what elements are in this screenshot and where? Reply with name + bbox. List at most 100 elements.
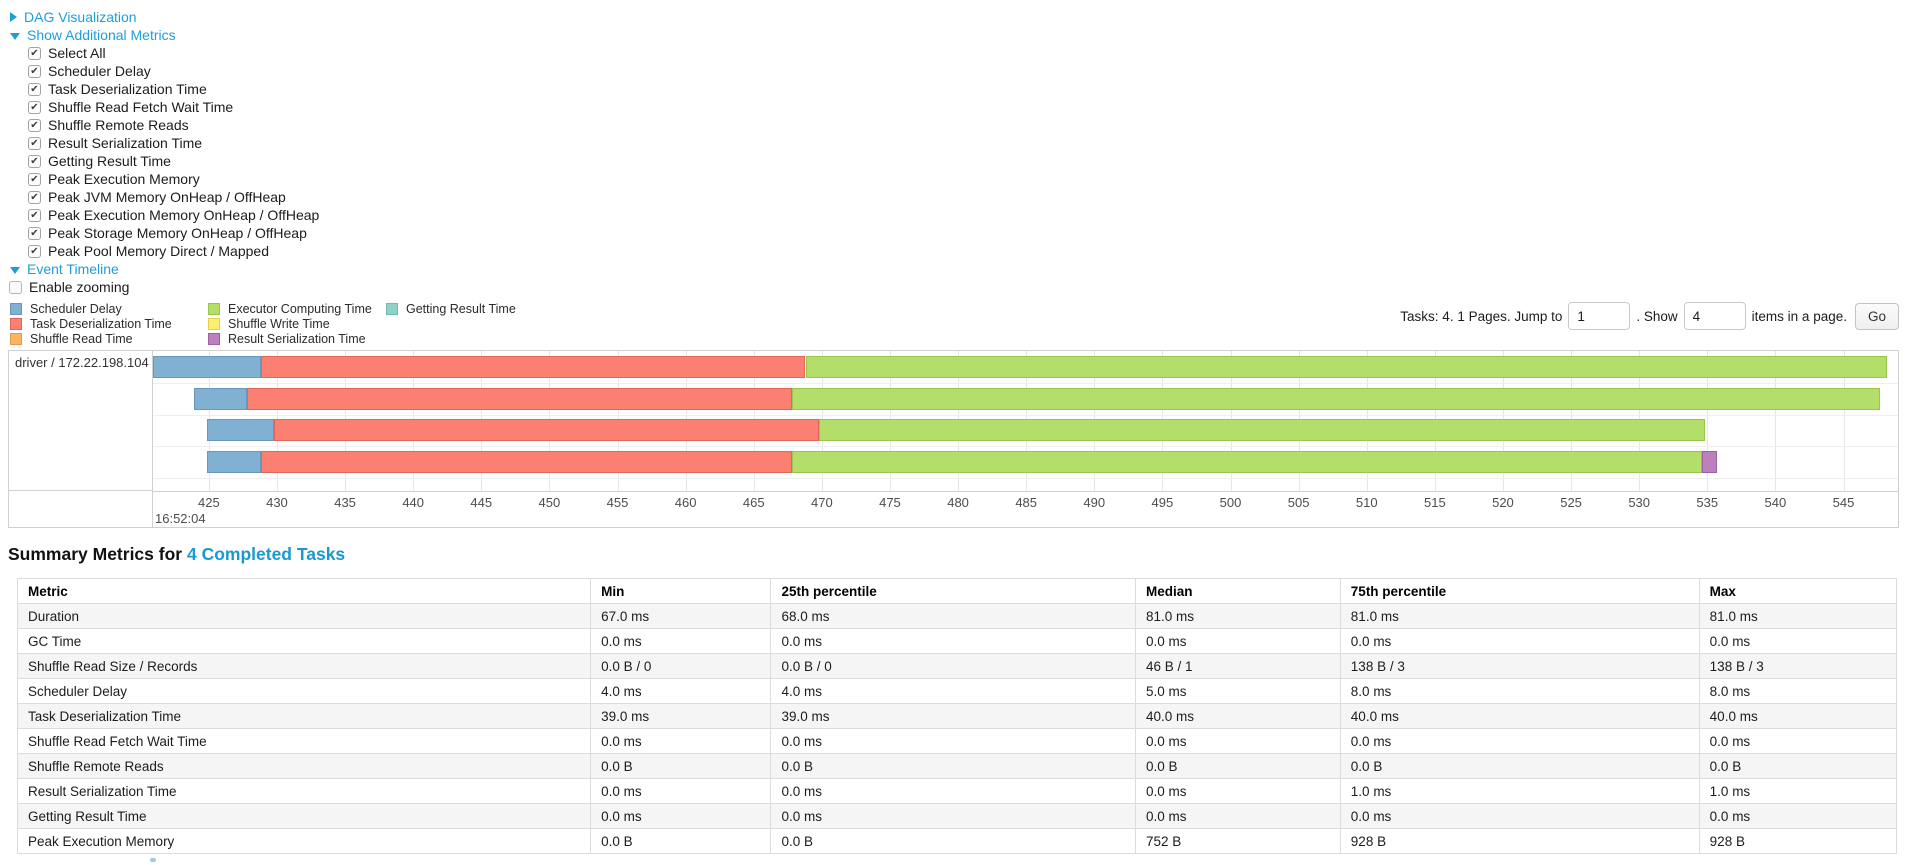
table-row-getting-result-time: Getting Result Time 0.0 ms 0.0 ms 0.0 ms 0.0… (16, 803, 1898, 829)
checkbox-peak-execution-memory-onheap-offheap[interactable]: ✔ (28, 208, 41, 222)
metric-name-cell: Shuffle Remote Reads (16, 753, 592, 779)
show-additional-metrics-toggle[interactable]: Show Additional Metrics (0, 26, 1907, 44)
metric-name-cell: Shuffle Read Size / Records (16, 653, 592, 679)
timeline-bar-scheduler_delay[interactable] (207, 419, 275, 441)
axis-tick-label: 425 (197, 495, 220, 510)
timeline-bar-task_deserialization[interactable] (274, 419, 820, 441)
completed-tasks-link[interactable]: 4 Completed Tasks (186, 544, 346, 564)
metric-value-cell: 81.0 ms (1135, 603, 1341, 629)
metric-value-cell: 0.0 B (1339, 753, 1700, 779)
enable-zooming-checkbox[interactable] (9, 280, 22, 294)
row-separator-line (153, 478, 1898, 479)
metric-checkbox-row: ✔ Peak Pool Memory Direct / Mapped (0, 242, 1907, 260)
grid-line (1707, 351, 1709, 491)
axis-tick-label: 510 (1355, 495, 1378, 510)
axis-tick-label: 450 (538, 495, 561, 510)
jump-to-page-input[interactable] (1568, 302, 1631, 330)
metric-value-cell: 39.0 ms (590, 703, 772, 729)
timeline-header: Scheduler Delay Task Deserialization Time… (8, 300, 1899, 350)
metric-name-cell: Result Serialization Time (16, 778, 592, 804)
legend-column: Getting Result Time (386, 302, 516, 347)
metric-value-cell: 0.0 ms (590, 778, 772, 804)
timeline-bar-scheduler_delay[interactable] (207, 451, 261, 473)
axis-tick-label: 445 (470, 495, 493, 510)
table-row-shuffle-read-size-records: Shuffle Read Size / Records 0.0 B / 0 0.0 … (16, 653, 1898, 679)
timeline-bar-task_deserialization[interactable] (260, 356, 806, 378)
metric-checkbox-row: ✔ Peak Execution Memory (0, 170, 1907, 188)
axis-tick-label: 480 (947, 495, 969, 510)
metric-checkbox-row: ✔ Shuffle Remote Reads (0, 116, 1907, 134)
dag-visualization-link[interactable]: DAG Visualization (24, 9, 137, 25)
legend-label: Shuffle Write Time (228, 317, 330, 331)
metric-value-cell: 752 B (1135, 828, 1341, 854)
checkbox-peak-jvm-memory-onheap-offheap[interactable]: ✔ (28, 190, 41, 204)
event-timeline-link[interactable]: Event Timeline (27, 261, 119, 277)
checkbox-select-all[interactable]: ✔ (28, 46, 41, 60)
expanded-arrow-icon (10, 32, 20, 40)
axis-tick-label: 515 (1423, 495, 1446, 510)
axis-tick-label: 490 (1083, 495, 1106, 510)
metric-name-cell: Duration (16, 603, 592, 629)
metric-value-cell: 0.0 B (590, 828, 772, 854)
metric-value-cell: 5.0 ms (1135, 678, 1341, 704)
checkbox-shuffle-remote-reads[interactable]: ✔ (28, 118, 41, 132)
legend-label: Executor Computing Time (228, 302, 372, 316)
timeline-bar-executor_computing[interactable] (819, 419, 1705, 441)
legend-swatch-icon (208, 333, 220, 345)
dag-visualization-toggle[interactable]: DAG Visualization (0, 8, 1907, 26)
enable-zooming-label: Enable zooming (29, 279, 130, 295)
axis-tick-label: 535 (1696, 495, 1719, 510)
column-header-median: Median (1135, 578, 1341, 604)
metric-value-cell: 0.0 ms (1135, 728, 1341, 754)
grid-line (1775, 351, 1777, 491)
checkbox-task-deserialization-time[interactable]: ✔ (28, 82, 41, 96)
checkbox-shuffle-read-fetch-wait-time[interactable]: ✔ (28, 100, 41, 114)
timeline-bar-scheduler_delay[interactable] (153, 356, 261, 378)
checkbox-result-serialization-time[interactable]: ✔ (28, 136, 41, 150)
timeline-bar-executor_computing[interactable] (791, 451, 1702, 473)
metric-value-cell: 0.0 ms (770, 778, 1136, 804)
axis-tick-label: 485 (1015, 495, 1038, 510)
collapsed-arrow-icon (10, 12, 17, 22)
metric-value-cell: 138 B / 3 (1339, 653, 1700, 679)
column-header-25th-percentile: 25th percentile (770, 578, 1136, 604)
metric-value-cell: 0.0 ms (770, 628, 1136, 654)
items-per-page-input[interactable] (1683, 302, 1746, 330)
row-separator-line (153, 383, 1898, 384)
metric-name-cell: Peak Execution Memory (16, 828, 592, 854)
go-button[interactable]: Go (1854, 302, 1899, 330)
timeline-bar-executor_computing[interactable] (791, 388, 1881, 410)
checkbox-peak-pool-memory-direct-mapped[interactable]: ✔ (28, 244, 41, 258)
metric-name-cell: Getting Result Time (16, 803, 592, 829)
checkbox-peak-execution-memory[interactable]: ✔ (28, 172, 41, 186)
metric-value-cell: 0.0 B (590, 753, 772, 779)
axis-separator (9, 490, 152, 491)
event-timeline-toggle[interactable]: Event Timeline (0, 260, 1907, 278)
axis-tick-label: 505 (1287, 495, 1310, 510)
checkbox-getting-result-time[interactable]: ✔ (28, 154, 41, 168)
legend-item-executor-computing-time: Executor Computing Time (208, 302, 386, 316)
metric-value-cell: 0.0 ms (770, 803, 1136, 829)
legend-item-shuffle-read-time: Shuffle Read Time (10, 332, 208, 346)
checkbox-label: Peak Pool Memory Direct / Mapped (48, 243, 269, 259)
axis-tick-label: 545 (1832, 495, 1855, 510)
show-additional-metrics-link[interactable]: Show Additional Metrics (27, 27, 176, 43)
table-row-shuffle-read-fetch-wait-time: Shuffle Read Fetch Wait Time 0.0 ms 0.0 ms… (16, 728, 1898, 754)
axis-major-time-label: 16:52:04 (155, 511, 206, 526)
timeline-plot: 425 430 435 440 445 450 455 460 465 470 475 480 485 4… (153, 351, 1898, 527)
executor-label: driver / 172.22.198.104 (15, 355, 149, 370)
pagination-middle-text: . Show (1636, 308, 1678, 324)
checkbox-scheduler-delay[interactable]: ✔ (28, 64, 41, 78)
timeline-bar-executor_computing[interactable] (805, 356, 1888, 378)
axis-tick-label: 435 (334, 495, 356, 510)
checkbox-peak-storage-memory-onheap-offheap[interactable]: ✔ (28, 226, 41, 240)
metric-value-cell: 1.0 ms (1698, 778, 1898, 804)
metric-value-cell: 8.0 ms (1698, 678, 1898, 704)
timeline-bar-result_serialization[interactable] (1701, 451, 1717, 473)
metric-value-cell: 138 B / 3 (1698, 653, 1898, 679)
timeline-bar-scheduler_delay[interactable] (193, 388, 247, 410)
pagination-suffix-text: items in a page. (1751, 308, 1847, 324)
timeline-bar-task_deserialization[interactable] (260, 451, 792, 473)
timeline-bar-task_deserialization[interactable] (246, 388, 792, 410)
metric-value-cell: 81.0 ms (1698, 603, 1898, 629)
